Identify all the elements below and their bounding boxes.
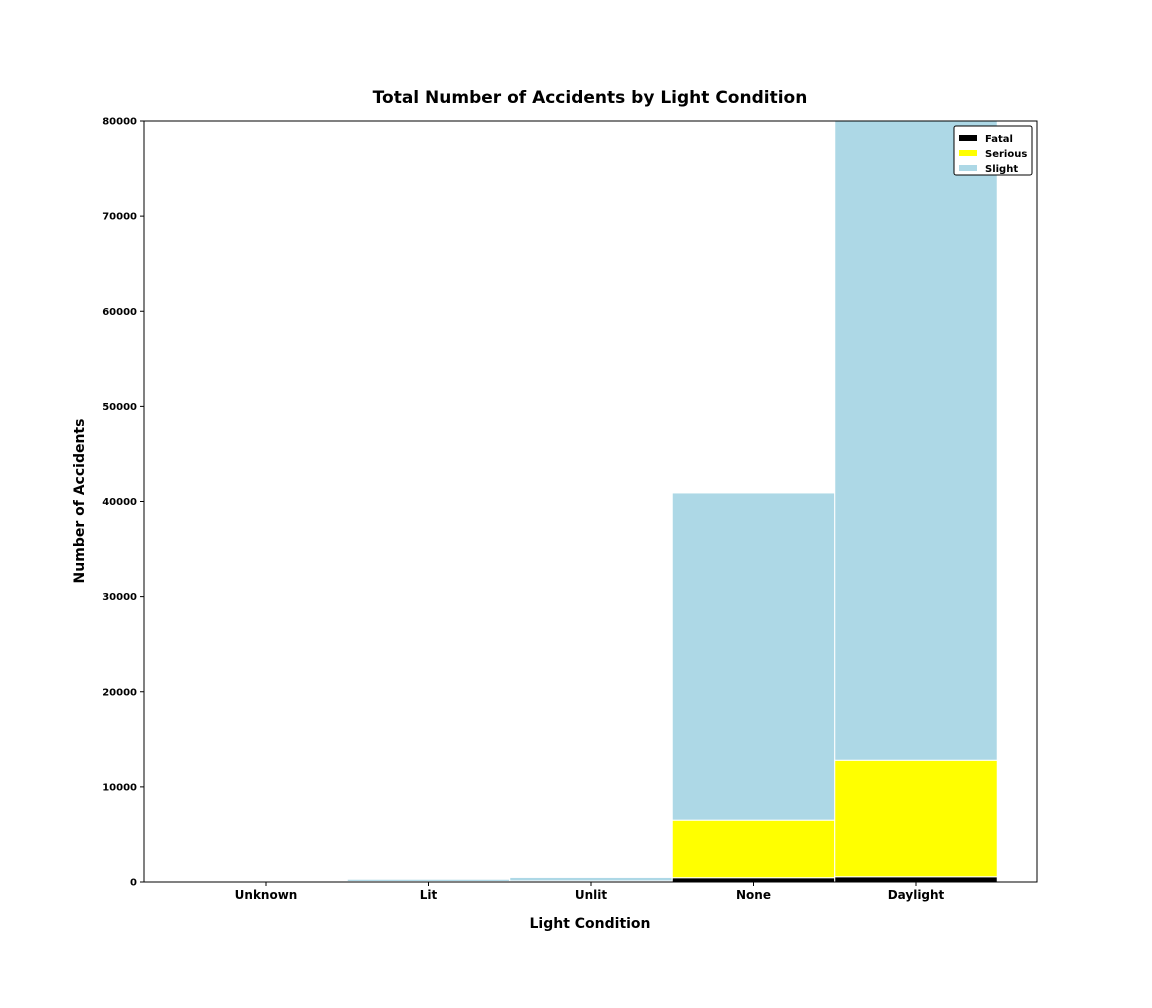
- bar-unlit-slight: [509, 876, 673, 882]
- y-tick-label: 40000: [102, 497, 137, 508]
- bars-group: [184, 120, 998, 883]
- legend-swatch-slight: [959, 165, 977, 171]
- legend-label-serious: Serious: [985, 149, 1027, 160]
- bar-lit-slight: [346, 878, 511, 882]
- x-tick-label-none: None: [736, 888, 771, 902]
- bar-daylight-serious: [834, 759, 998, 878]
- x-tick-label-lit: Lit: [420, 888, 438, 902]
- x-tick-label-unknown: Unknown: [235, 888, 298, 902]
- legend-swatch-fatal: [959, 135, 977, 141]
- y-tick-label: 30000: [102, 592, 137, 603]
- y-tick-label: 10000: [102, 782, 137, 793]
- y-tick-label: 0: [130, 878, 137, 889]
- legend-label-slight: Slight: [985, 164, 1018, 175]
- legend: Fatal Serious Slight: [953, 125, 1033, 176]
- bar-none-slight: [671, 492, 836, 821]
- y-tick-label: 80000: [102, 117, 137, 128]
- y-tick-label: 20000: [102, 687, 137, 698]
- chart-title: Total Number of Accidents by Light Condi…: [373, 88, 808, 108]
- y-tick-label: 50000: [102, 402, 137, 413]
- x-tick-label-daylight: Daylight: [888, 888, 945, 902]
- legend-label-fatal: Fatal: [985, 134, 1013, 145]
- y-axis-title: Number of Accidents: [72, 419, 88, 584]
- x-axis: Unknown Lit Unlit None Daylight: [235, 882, 945, 902]
- y-axis: 0 10000 20000 30000 40000 50000 60000 70000 8000…: [102, 117, 144, 889]
- y-tick-label: 60000: [102, 307, 137, 318]
- bar-none-fatal: [671, 877, 836, 883]
- legend-swatch-serious: [959, 150, 977, 156]
- x-axis-title: Light Condition: [529, 916, 650, 932]
- bar-daylight-fatal: [834, 876, 998, 883]
- bar-daylight-slight: [834, 120, 998, 761]
- y-tick-label: 70000: [102, 212, 137, 223]
- bar-none-serious: [671, 819, 836, 879]
- x-tick-label-unlit: Unlit: [575, 888, 608, 902]
